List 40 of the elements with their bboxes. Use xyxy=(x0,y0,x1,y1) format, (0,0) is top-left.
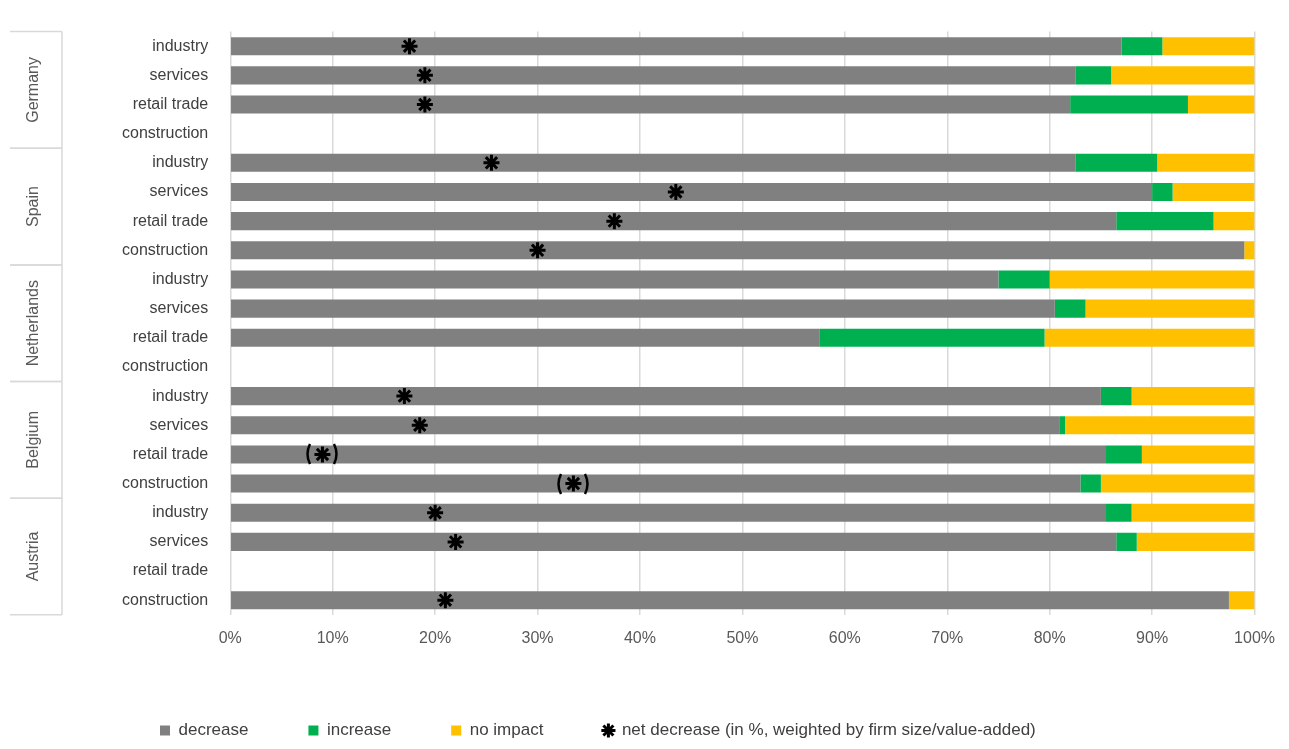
y-tick-label: retail trade xyxy=(132,94,209,112)
y-tick-label: industry xyxy=(152,36,209,54)
text: Germany xyxy=(24,57,42,123)
y-tick-label: services xyxy=(149,299,209,317)
x-tick-label: 20% xyxy=(419,628,452,646)
x-tick-label: 70% xyxy=(931,628,964,646)
y-tick-label: industry xyxy=(152,153,209,171)
x-tick-label: 60% xyxy=(828,628,861,646)
y-tick-label: construction xyxy=(122,357,209,375)
x-tick-label: 40% xyxy=(623,628,656,646)
legend-label: no impact xyxy=(469,720,544,740)
y-tick-label: construction xyxy=(122,124,209,142)
x-tick-label: 50% xyxy=(726,628,759,646)
x-tick-label: 100% xyxy=(1234,628,1275,646)
legend-label: increase xyxy=(326,720,392,740)
legend-label: decrease xyxy=(178,720,249,740)
text: Belgium xyxy=(24,410,42,469)
x-tick-label: 10% xyxy=(316,628,349,646)
legend-label: net decrease (in %, weighted by firm size/value-added) xyxy=(621,720,1036,740)
y-tick-label: services xyxy=(149,415,209,433)
x-tick-label: 80% xyxy=(1033,628,1066,646)
y-tick-label: services xyxy=(149,182,209,200)
y-tick-label: industry xyxy=(152,269,209,287)
text: Netherlands xyxy=(24,280,42,367)
x-tick-label: 30% xyxy=(521,628,554,646)
y-tick-label: industry xyxy=(152,386,209,404)
x-tick-label: 90% xyxy=(1136,628,1169,646)
y-tick-label: services xyxy=(149,65,209,83)
y-tick-label: services xyxy=(149,532,209,550)
text: Austria xyxy=(24,531,42,582)
y-tick-label: retail trade xyxy=(132,444,209,462)
y-tick-label: construction xyxy=(122,590,209,608)
y-tick-label: retail trade xyxy=(132,328,209,346)
y-tick-label: industry xyxy=(152,503,209,521)
y-tick-label: construction xyxy=(122,240,209,258)
y-tick-label: construction xyxy=(122,473,209,491)
text: Spain xyxy=(24,186,42,228)
y-tick-label: retail trade xyxy=(132,561,209,579)
y-tick-label: retail trade xyxy=(132,211,209,229)
x-tick-label: 0% xyxy=(218,628,242,646)
